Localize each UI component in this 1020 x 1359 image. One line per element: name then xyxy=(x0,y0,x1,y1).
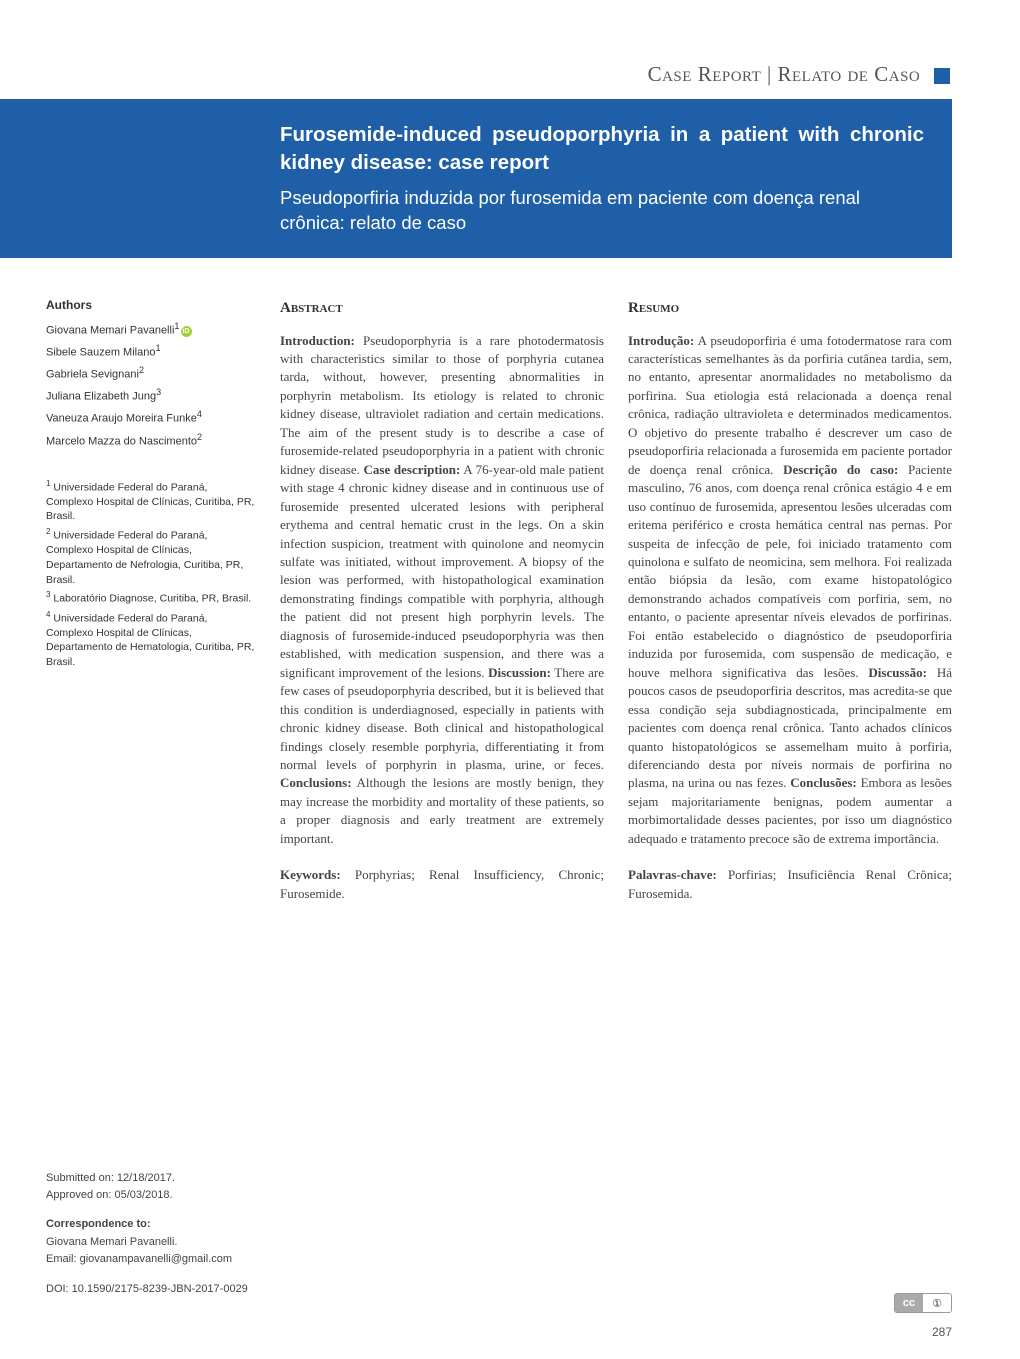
abstract-column: Abstract Introduction: Pseudoporphyria i… xyxy=(280,298,604,903)
affiliation-text: Universidade Federal do Paraná, Complexo… xyxy=(46,530,243,586)
resumo-conc-label: Conclusões: xyxy=(790,775,856,790)
author-row: Juliana Elizabeth Jung3 xyxy=(46,386,256,405)
abstract-intro: Pseudoporphyria is a rare photodermatosi… xyxy=(280,333,604,477)
resumo-heading: Resumo xyxy=(628,298,952,319)
author-row: Marcelo Mazza do Nascimento2 xyxy=(46,431,256,450)
resumo-intro-label: Introdução: xyxy=(628,333,694,348)
resumo-intro: A pseudoporfiria é uma fotodermatose rar… xyxy=(628,333,952,477)
author-name: Gabriela Sevignani xyxy=(46,369,139,381)
author-sup: 1 xyxy=(174,321,179,331)
affiliation-text: Laboratório Diagnose, Curitiba, PR, Bras… xyxy=(53,593,251,605)
title-block: Furosemide-induced pseudoporphyria in a … xyxy=(0,99,952,258)
correspondence-email: Email: giovanampavanelli@gmail.com xyxy=(46,1252,256,1267)
author-sup: 1 xyxy=(155,343,160,353)
content-area: Authors Giovana Memari Pavanelli1 Sibele… xyxy=(0,258,1020,903)
abstract-conc-label: Conclusions: xyxy=(280,775,352,790)
affiliation-text: Universidade Federal do Paraná, Complexo… xyxy=(46,612,254,668)
affiliation-sup: 1 xyxy=(46,479,50,488)
resumo-column: Resumo Introdução: A pseudoporfiria é um… xyxy=(628,298,952,903)
affiliations: 1 Universidade Federal do Paraná, Comple… xyxy=(46,478,256,670)
author-name: Juliana Elizabeth Jung xyxy=(46,391,156,403)
affiliation-row: 4 Universidade Federal do Paraná, Comple… xyxy=(46,609,256,670)
affiliation-text: Universidade Federal do Paraná, Complexo… xyxy=(46,481,254,522)
resumo-case-label: Descrição do caso: xyxy=(783,462,898,477)
author-sup: 4 xyxy=(197,409,202,419)
title-english: Furosemide-induced pseudoporphyria in a … xyxy=(280,121,924,176)
resumo-disc-label: Discussão: xyxy=(868,665,927,680)
cc-by-icon: ① xyxy=(923,1294,951,1312)
author-sup: 2 xyxy=(197,432,202,442)
authors-heading: Authors xyxy=(46,298,256,312)
footer: cc ① 287 xyxy=(894,1293,952,1339)
author-sup: 2 xyxy=(139,365,144,375)
abstract-keywords: Keywords: Porphyrias; Renal Insufficienc… xyxy=(280,866,604,903)
affiliation-sup: 4 xyxy=(46,610,50,619)
page-number: 287 xyxy=(932,1325,952,1339)
affiliation-row: 1 Universidade Federal do Paraná, Comple… xyxy=(46,478,256,525)
section-header: Case Report | Relato de Caso xyxy=(0,0,1020,99)
author-sup: 3 xyxy=(156,387,161,397)
abstract-case-label: Case description: xyxy=(364,462,461,477)
affiliation-row: 3 Laboratório Diagnose, Curitiba, PR, Br… xyxy=(46,589,256,606)
title-portuguese: Pseudoporfiria induzida por furosemida e… xyxy=(280,186,924,236)
sidebar-bottom: Submitted on: 12/18/2017. Approved on: 0… xyxy=(46,1171,256,1299)
affiliation-sup: 3 xyxy=(46,590,50,599)
author-name: Sibele Sauzem Milano xyxy=(46,347,155,359)
author-row: Gabriela Sevignani2 xyxy=(46,364,256,383)
resumo-keywords: Palavras-chave: Porfirias; Insuficiência… xyxy=(628,866,952,903)
palavras-chave-label: Palavras-chave: xyxy=(628,867,717,882)
resumo-case: Paciente masculino, 76 anos, com doença … xyxy=(628,462,952,680)
section-header-text: Case Report | Relato de Caso xyxy=(648,62,921,86)
resumo-body: Introdução: A pseudoporfiria é uma fotod… xyxy=(628,332,952,849)
cc-license-badge[interactable]: cc ① xyxy=(894,1293,952,1313)
keywords-label: Keywords: xyxy=(280,867,341,882)
affiliation-sup: 2 xyxy=(46,527,50,536)
author-row: Giovana Memari Pavanelli1 xyxy=(46,320,256,339)
author-name: Marcelo Mazza do Nascimento xyxy=(46,435,197,447)
correspondence-name: Giovana Memari Pavanelli. xyxy=(46,1235,256,1250)
author-name: Giovana Memari Pavanelli xyxy=(46,325,174,337)
submitted-date: Submitted on: 12/18/2017. xyxy=(46,1171,256,1186)
abstract-disc-label: Discussion: xyxy=(488,665,551,680)
cc-icon: cc xyxy=(895,1294,923,1312)
abstract-disc: There are few cases of pseudoporphyria d… xyxy=(280,665,604,772)
approved-date: Approved on: 05/03/2018. xyxy=(46,1188,256,1203)
orcid-icon[interactable] xyxy=(181,326,192,337)
section-header-square-icon xyxy=(934,68,950,84)
author-name: Vaneuza Araujo Moreira Funke xyxy=(46,413,197,425)
affiliation-row: 2 Universidade Federal do Paraná, Comple… xyxy=(46,526,256,587)
main-columns: Abstract Introduction: Pseudoporphyria i… xyxy=(280,298,952,903)
author-row: Sibele Sauzem Milano1 xyxy=(46,342,256,361)
sidebar: Authors Giovana Memari Pavanelli1 Sibele… xyxy=(46,298,256,903)
abstract-case: A 76-year-old male patient with stage 4 … xyxy=(280,462,604,680)
author-row: Vaneuza Araujo Moreira Funke4 xyxy=(46,408,256,427)
correspondence-heading: Correspondence to: xyxy=(46,1217,256,1232)
abstract-body: Introduction: Pseudoporphyria is a rare … xyxy=(280,332,604,849)
abstract-heading: Abstract xyxy=(280,298,604,319)
abstract-intro-label: Introduction: xyxy=(280,333,355,348)
doi: DOI: 10.1590/2175-8239-JBN-2017-0029 xyxy=(46,1282,256,1297)
resumo-disc: Há poucos casos de pseudoporfiria descri… xyxy=(628,665,952,791)
